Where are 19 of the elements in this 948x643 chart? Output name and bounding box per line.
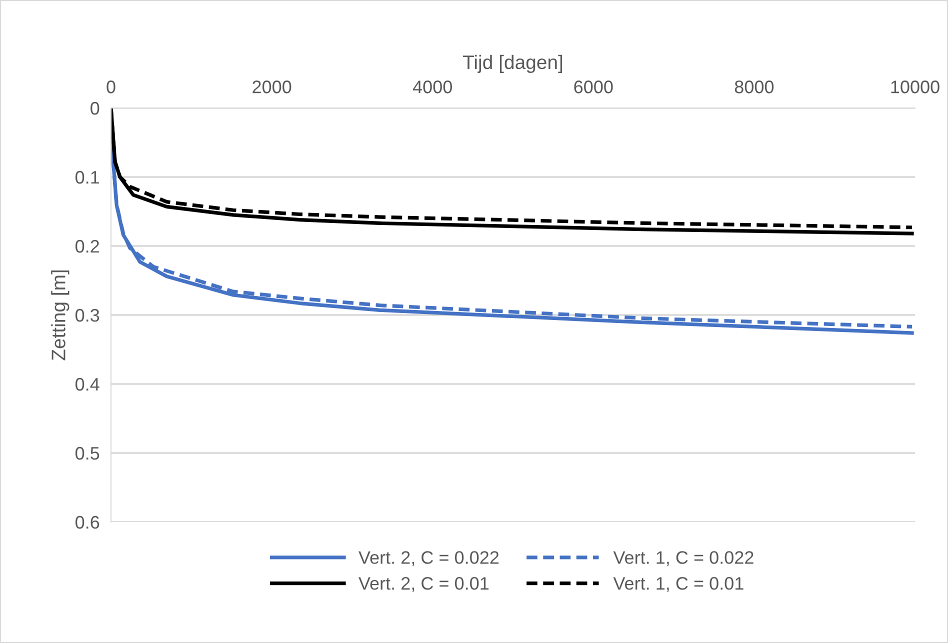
x-tick-label: 6000 (574, 80, 613, 94)
x-tick-label: 0 (106, 80, 116, 94)
x-axis-title: Tijd [dagen] (463, 54, 562, 73)
legend-label: Vert. 2, C = 0.01 (358, 577, 489, 592)
x-tick-label: 2000 (252, 80, 292, 94)
legend-label: Vert. 1, C = 0.01 (613, 577, 744, 592)
x-tick-label: 4000 (412, 80, 452, 94)
y-tick-label: 0.2 (75, 240, 99, 253)
y-tick-label: 0.6 (75, 516, 100, 529)
y-axis-title: Zetting [m] (51, 270, 70, 360)
x-tick-label: 8000 (734, 80, 774, 94)
legend-label: Vert. 2, C = 0.022 (358, 551, 499, 566)
x-tick-label: 10000 (891, 80, 940, 94)
y-tick-label: 0.1 (75, 170, 100, 184)
legend-label: Vert. 1, C = 0.022 (613, 551, 754, 566)
y-tick-label: 0.4 (75, 378, 100, 391)
y-tick-label: 0.3 (75, 308, 100, 322)
y-tick-label: 0.5 (75, 446, 100, 460)
y-tick-label: 0 (90, 102, 100, 115)
